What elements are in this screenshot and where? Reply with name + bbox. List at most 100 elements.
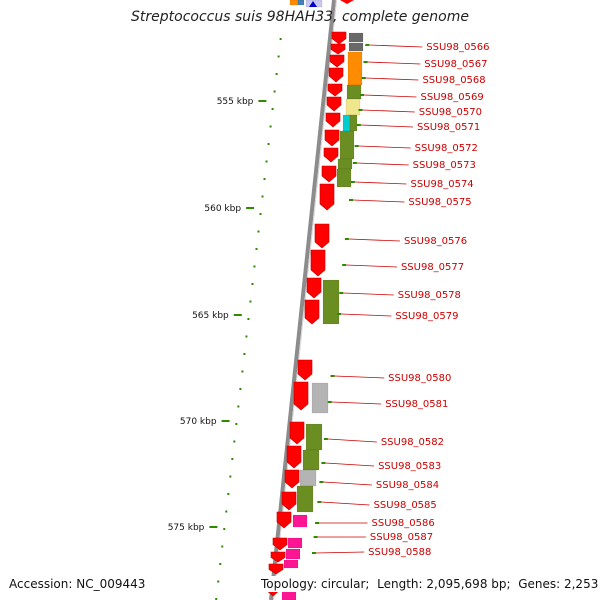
gene-label: SSU98_0578 bbox=[398, 290, 461, 301]
gene-arrow bbox=[319, 183, 335, 211]
major-tick bbox=[246, 207, 255, 209]
length-value: 2,095,698 bp bbox=[426, 577, 507, 591]
label-leader bbox=[360, 124, 414, 128]
gene-arrow bbox=[270, 551, 286, 563]
gene-label: SSU98_0588 bbox=[368, 547, 431, 558]
major-tick bbox=[258, 100, 267, 102]
gene-label: SSU98_0585 bbox=[374, 500, 437, 511]
label-leader bbox=[341, 313, 392, 317]
minor-tick bbox=[269, 125, 272, 128]
major-tick bbox=[221, 420, 230, 422]
minor-tick bbox=[227, 493, 230, 495]
minor-tick bbox=[273, 90, 276, 93]
label-leader bbox=[358, 145, 411, 149]
scale-tick-label: 575 kbp bbox=[168, 523, 205, 533]
label-leader bbox=[334, 375, 385, 379]
gene-tick bbox=[361, 77, 366, 79]
gene-arrow bbox=[314, 223, 330, 249]
minor-tick bbox=[217, 580, 220, 583]
cog-block bbox=[311, 382, 329, 414]
gene-arrow bbox=[323, 147, 339, 163]
gene-arrow bbox=[304, 299, 320, 325]
gene-tick bbox=[327, 401, 332, 403]
label-leader bbox=[327, 438, 377, 443]
label-leader bbox=[369, 44, 423, 48]
scale-ticks bbox=[209, 38, 282, 600]
genes-value: 2,253 bbox=[563, 577, 599, 591]
gene-tick bbox=[319, 481, 324, 483]
minor-tick bbox=[253, 265, 256, 268]
label-leader bbox=[315, 551, 365, 554]
cog-block bbox=[297, 0, 305, 6]
gene-label: SSU98_0567 bbox=[424, 59, 487, 70]
minor-tick bbox=[221, 545, 224, 548]
gene-arrow bbox=[281, 491, 297, 511]
cog-block bbox=[345, 98, 361, 116]
length-label: Length: bbox=[377, 577, 423, 591]
gene-label: SSU98_0584 bbox=[376, 480, 439, 491]
label-leader bbox=[343, 292, 394, 296]
gene-label: SSU98_0574 bbox=[410, 179, 473, 190]
cog-block bbox=[342, 114, 351, 132]
gene-tick bbox=[321, 462, 326, 464]
gene-tick bbox=[360, 94, 365, 96]
major-tick bbox=[209, 526, 218, 528]
cog-block bbox=[322, 279, 340, 325]
gene-tick bbox=[313, 536, 318, 538]
label-leader bbox=[364, 94, 417, 98]
gene-arrow bbox=[321, 165, 337, 183]
gene-arrow bbox=[325, 112, 341, 128]
minor-tick bbox=[243, 353, 246, 355]
minor-tick bbox=[215, 598, 218, 600]
gene-label: SSU98_0581 bbox=[385, 399, 448, 410]
scale-tick-label: 555 kbp bbox=[217, 97, 254, 107]
scale-labels: 555 kbp 560 kbp 565 kbp 570 kbp 575 kbp bbox=[168, 97, 254, 533]
label-leader bbox=[321, 501, 370, 506]
gene-tick bbox=[342, 264, 347, 266]
minor-tick bbox=[235, 423, 238, 425]
cog-block bbox=[337, 158, 353, 170]
label-leader bbox=[354, 181, 407, 185]
gene-label: SSU98_0568 bbox=[422, 75, 485, 86]
cog-blocks bbox=[281, 0, 364, 600]
gene-arrow bbox=[268, 563, 284, 575]
gene-arrow bbox=[324, 129, 340, 147]
minor-tick bbox=[231, 458, 234, 460]
minor-tick bbox=[233, 440, 236, 443]
gene-label: SSU98_0571 bbox=[417, 122, 480, 133]
minor-tick bbox=[267, 143, 270, 145]
gene-tick bbox=[365, 44, 370, 46]
minor-tick bbox=[237, 405, 240, 408]
gene-arrow bbox=[286, 445, 302, 469]
gene-arrow bbox=[310, 249, 326, 277]
minor-tick bbox=[255, 248, 258, 250]
cog-block bbox=[305, 423, 323, 451]
gene-tick bbox=[311, 552, 316, 554]
minor-tick bbox=[257, 230, 260, 233]
major-tick bbox=[233, 314, 242, 316]
minor-tick bbox=[219, 563, 222, 565]
gene-arrow bbox=[293, 381, 309, 411]
minor-tick bbox=[245, 335, 248, 338]
minor-tick bbox=[225, 510, 228, 513]
scale-tick-label: 565 kbp bbox=[192, 311, 229, 321]
genes-label: Genes: bbox=[518, 577, 561, 591]
accession-value: NC_009443 bbox=[76, 577, 146, 591]
cog-block bbox=[348, 32, 364, 43]
gene-arrow bbox=[284, 469, 300, 489]
gene-label: SSU98_0577 bbox=[401, 262, 464, 273]
gene-tick bbox=[363, 61, 368, 63]
label-leader bbox=[352, 199, 405, 203]
gene-tick bbox=[339, 292, 344, 294]
genome-summary: Topology: circular; Length: 2,095,698 bp… bbox=[261, 576, 599, 592]
minor-tick bbox=[275, 73, 278, 75]
gene-tick bbox=[350, 181, 355, 183]
label-leader bbox=[325, 462, 375, 467]
label-leader bbox=[331, 401, 382, 405]
minor-tick bbox=[265, 160, 268, 163]
cog-block bbox=[296, 485, 314, 513]
gene-tick bbox=[352, 162, 357, 164]
gene-arrow bbox=[306, 277, 322, 299]
label-leader bbox=[323, 481, 372, 486]
